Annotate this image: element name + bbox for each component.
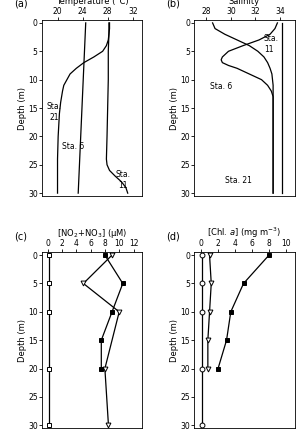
Text: Sta.
11: Sta. 11 <box>264 34 279 54</box>
Text: Sta.
21: Sta. 21 <box>47 102 62 122</box>
Text: Sta. 21: Sta. 21 <box>225 176 252 185</box>
Text: (a): (a) <box>14 0 28 9</box>
X-axis label: [Chl. $a$] (mg m$^{-3}$): [Chl. $a$] (mg m$^{-3}$) <box>207 226 281 240</box>
X-axis label: [NO$_2$+NO$_3$] (μM): [NO$_2$+NO$_3$] (μM) <box>57 227 127 240</box>
Text: Sta. 6: Sta. 6 <box>210 83 232 91</box>
X-axis label: Salinity: Salinity <box>229 0 260 6</box>
Text: (c): (c) <box>14 231 27 241</box>
X-axis label: Temperature (°C): Temperature (°C) <box>56 0 128 6</box>
Y-axis label: Depth (m): Depth (m) <box>18 87 27 129</box>
Text: (d): (d) <box>166 231 180 241</box>
Text: Sta.
11: Sta. 11 <box>116 170 131 190</box>
Text: Sta. 6: Sta. 6 <box>62 142 84 151</box>
Y-axis label: Depth (m): Depth (m) <box>170 87 179 129</box>
Text: (b): (b) <box>166 0 180 9</box>
Y-axis label: Depth (m): Depth (m) <box>18 319 27 362</box>
Y-axis label: Depth (m): Depth (m) <box>170 319 179 362</box>
